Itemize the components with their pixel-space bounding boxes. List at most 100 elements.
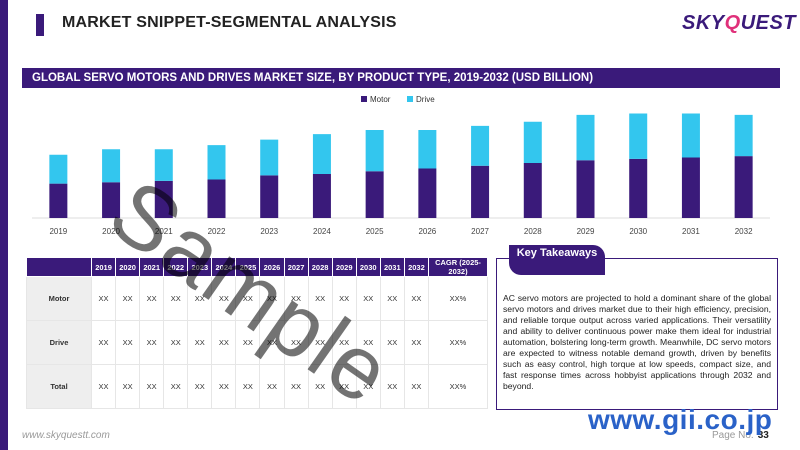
bar-motor-2030	[629, 158, 648, 218]
table-col-header-7: 2026	[259, 257, 285, 277]
table-col-header-10: 2029	[331, 257, 357, 277]
table-cell: XX	[235, 364, 261, 409]
table-col-header-11: 2030	[355, 257, 381, 277]
table-row: Drive XX XX XX XX XX XX XX XX XX XX XX XX XX XX XX%	[26, 320, 488, 365]
bar-motor-2022	[207, 179, 226, 218]
table-row-label: Drive	[26, 320, 92, 365]
table-cell: XX	[403, 320, 430, 365]
bar-drive-2029	[576, 114, 595, 161]
x-tick-2030: 2030	[629, 227, 647, 236]
bar-motor-2032	[734, 156, 753, 218]
table-cell: XX	[163, 276, 189, 321]
x-tick-2026: 2026	[418, 227, 436, 236]
table-col-header-13: 2032	[403, 257, 430, 277]
x-tick-2032: 2032	[735, 227, 753, 236]
bar-drive-2022	[207, 145, 226, 180]
table-col-header-6: 2025	[235, 257, 261, 277]
key-takeaways-text: AC servo motors are projected to hold a …	[503, 293, 771, 391]
bar-drive-2025	[365, 130, 384, 172]
x-tick-2025: 2025	[366, 227, 384, 236]
legend-label-drive: Drive	[416, 95, 435, 104]
left-accent-bar	[0, 0, 8, 450]
legend-label-motor: Motor	[370, 95, 391, 104]
x-tick-2022: 2022	[208, 227, 226, 236]
x-tick-2019: 2019	[49, 227, 67, 236]
table-row: Total XX XX XX XX XX XX XX XX XX XX XX XX XX XX XX%	[26, 364, 488, 409]
table-cell: XX	[90, 364, 117, 409]
table-cell: XX	[379, 364, 405, 409]
table-col-header-3: 2022	[163, 257, 189, 277]
table-cell: XX	[259, 276, 285, 321]
table-corner	[26, 257, 92, 277]
chart-title-banner: GLOBAL SERVO MOTORS AND DRIVES MARKET SI…	[22, 68, 780, 88]
table-col-header-5: 2024	[211, 257, 237, 277]
key-takeaways-header: Key Takeaways	[509, 245, 605, 275]
page-title: MARKET SNIPPET-SEGMENTAL ANALYSIS	[62, 14, 397, 31]
table-cell: XX	[283, 276, 309, 321]
bar-drive-2019	[49, 154, 68, 184]
x-tick-2021: 2021	[155, 227, 173, 236]
bar-drive-2032	[734, 114, 753, 157]
skyquest-logo: SKYQUEST	[682, 12, 797, 34]
bar-motor-2025	[365, 171, 384, 218]
bar-motor-2020	[102, 182, 121, 218]
bar-drive-2026	[418, 130, 437, 169]
bar-motor-2026	[418, 168, 437, 218]
table-cell: XX	[355, 276, 381, 321]
bar-drive-2020	[102, 149, 121, 183]
market-size-table: 2019 2020 2021 2022 2023 2024 2025 2026 2027 2028…	[26, 257, 488, 409]
table-cell: XX	[187, 320, 213, 365]
table-cell: XX	[307, 320, 333, 365]
bar-motor-2029	[576, 160, 595, 218]
footer-url[interactable]: www.skyquestt.com	[22, 430, 110, 441]
table-col-header-2: 2021	[139, 257, 165, 277]
table-cell: XX%	[428, 276, 488, 321]
table-cell: XX	[211, 364, 237, 409]
table-cell: XX	[283, 364, 309, 409]
bar-drive-2023	[260, 139, 279, 176]
key-takeaways-box: Key Takeaways AC servo motors are projec…	[496, 245, 778, 410]
table-cell: XX	[307, 364, 333, 409]
table-cell: XX%	[428, 364, 488, 409]
x-tick-2027: 2027	[471, 227, 489, 236]
bar-motor-2028	[523, 163, 542, 218]
table-row: Motor XX XX XX XX XX XX XX XX XX XX XX XX XX XX XX%	[26, 276, 488, 321]
table-cell: XX	[90, 276, 117, 321]
table-col-header-4: 2023	[187, 257, 213, 277]
bar-motor-2024	[312, 174, 331, 218]
table-cell: XX	[163, 364, 189, 409]
table-cell: XX	[403, 364, 430, 409]
stacked-bar-chart: Motor Drive 2019 2020 2021 2022 2023 2024 2025 20…	[22, 88, 780, 244]
table-cell: XX	[187, 276, 213, 321]
table-cell: XX	[283, 320, 309, 365]
bar-drive-2024	[312, 134, 331, 174]
table-cell: XX	[403, 276, 430, 321]
page-number: Page No. 33	[712, 430, 769, 441]
x-tick-2020: 2020	[102, 227, 120, 236]
bar-motor-2031	[681, 157, 700, 218]
table-cell: XX	[115, 276, 141, 321]
table-cell: XX	[90, 320, 117, 365]
table-col-header-9: 2028	[307, 257, 333, 277]
x-tick-2024: 2024	[313, 227, 331, 236]
table-row-label: Total	[26, 364, 92, 409]
table-col-header-0: 2019	[90, 257, 117, 277]
table-cell: XX	[259, 320, 285, 365]
bar-drive-2027	[471, 125, 490, 166]
bar-drive-2031	[681, 113, 700, 158]
title-accent	[36, 14, 44, 36]
table-cell: XX	[211, 276, 237, 321]
table-cell: XX	[259, 364, 285, 409]
table-col-header-14: CAGR (2025-2032)	[428, 257, 488, 277]
table-cell: XX	[187, 364, 213, 409]
table-header-row: 2019 2020 2021 2022 2023 2024 2025 2026 2027 2028…	[26, 257, 488, 277]
table-cell: XX	[379, 320, 405, 365]
bar-drive-2021	[154, 149, 173, 181]
bar-drive-2028	[523, 121, 542, 163]
table-cell: XX	[139, 320, 165, 365]
table-cell: XX	[355, 364, 381, 409]
table-cell: XX	[307, 276, 333, 321]
legend-swatch-drive	[407, 96, 413, 102]
legend-swatch-motor	[361, 96, 367, 102]
bar-drive-2030	[629, 113, 648, 159]
